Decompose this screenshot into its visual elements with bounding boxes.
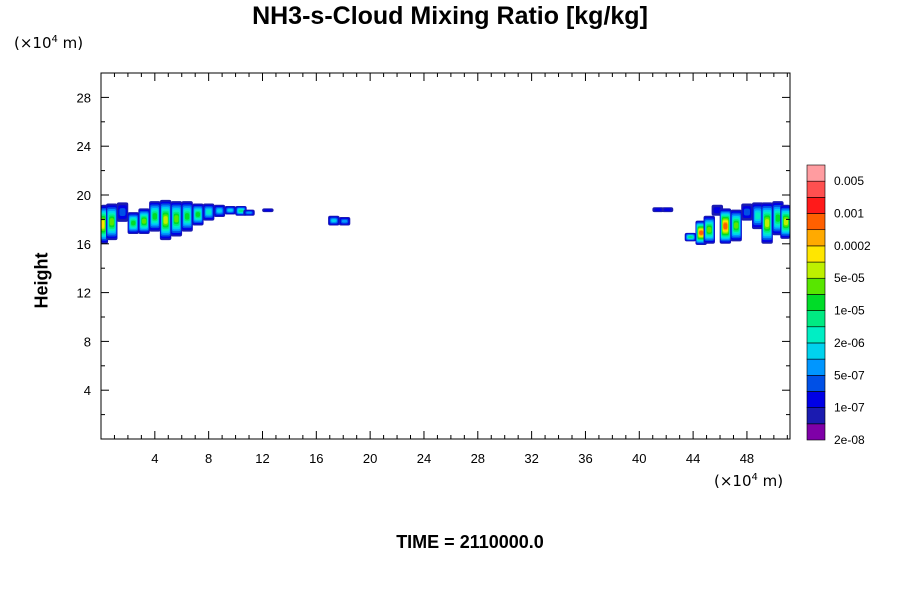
colorbar-swatch — [806, 391, 826, 408]
cloud-cell-15-2 — [264, 209, 272, 212]
y-tick-label: 24 — [77, 139, 91, 154]
cloud-cell-4-9 — [141, 218, 147, 224]
cloud-cell-0-11 — [101, 220, 105, 228]
cloud-cell-30-10 — [783, 218, 789, 226]
x-tick-label: 44 — [686, 451, 700, 466]
cloud-cell-26-3 — [743, 208, 750, 216]
colorbar-swatch — [806, 245, 826, 263]
cloud-cell-1-9 — [109, 218, 114, 226]
colorbar-label: 0.005 — [834, 174, 864, 188]
colorbar-label: 5e-05 — [834, 271, 865, 285]
x-tick-label: 28 — [471, 451, 485, 466]
colorbar-label: 2e-08 — [834, 433, 865, 447]
cloud-cell-3-8 — [131, 220, 136, 226]
cloud-cell-7-9 — [174, 215, 179, 223]
colorbar-swatch — [806, 180, 826, 198]
colorbar-swatch — [806, 374, 826, 392]
colorbar-swatch — [806, 423, 826, 441]
colorbar-swatch — [806, 197, 826, 214]
cloud-cell-28-10 — [765, 219, 770, 228]
cloud-cell-27-6 — [755, 212, 761, 220]
plot-frame — [100, 72, 791, 440]
colorbar-swatch — [806, 326, 826, 344]
cloud-cell-16-5 — [331, 219, 337, 222]
cloud-cell-2-3 — [119, 208, 126, 216]
chart-title: NH3-s-Cloud Mixing Ratio [kg/kg] — [252, 2, 648, 30]
colorbar-swatch — [806, 310, 826, 328]
y-unit-label: (×104 m) — [14, 34, 84, 52]
x-tick-label: 36 — [578, 451, 592, 466]
colorbar-label: 2e-06 — [834, 336, 865, 350]
cloud-cell-18-2 — [654, 208, 662, 211]
cloud-cell-13-7 — [238, 209, 244, 212]
cloud-cell-6-10 — [163, 216, 168, 224]
cloud-cell-21-13 — [699, 230, 704, 235]
cloud-cell-20-7 — [688, 236, 693, 239]
colorbar-swatch — [806, 294, 826, 311]
x-tick-label: 12 — [255, 451, 269, 466]
x-tick-label: 4 — [151, 451, 158, 466]
colorbar-label: 5e-07 — [834, 368, 865, 382]
cloud-cell-9-8 — [195, 212, 201, 217]
colorbar: 0.005 0.001 0.0002 5e-05 1e-05 2e-06 5e-07 1e-0… — [806, 164, 871, 447]
x-unit-label: (×104 m) — [714, 472, 784, 490]
colorbar-swatch — [806, 342, 826, 360]
x-tick-label: 24 — [417, 451, 431, 466]
cloud-cell-22-9 — [707, 226, 712, 233]
cloud-cell-29-8 — [775, 214, 781, 222]
cloud-cell-19-2 — [663, 208, 672, 211]
y-tick-label: 12 — [77, 286, 91, 301]
x-tick-label: 8 — [205, 451, 212, 466]
y-tick-label: 16 — [77, 237, 91, 252]
colorbar-swatch — [806, 358, 826, 376]
cloud-cell-12-5 — [227, 209, 233, 212]
y-tick-label: 4 — [84, 383, 91, 398]
cloud-cell-11-5 — [216, 209, 222, 213]
cloud-cell-8-8 — [184, 213, 190, 220]
colorbar-label: 0.001 — [834, 207, 864, 221]
cloud-cell-17-4 — [341, 219, 348, 223]
x-tick-label: 20 — [363, 451, 377, 466]
cloud-field — [101, 199, 790, 246]
x-tick-label: 40 — [632, 451, 646, 466]
colorbar-label: 1e-07 — [834, 401, 865, 415]
cloud-cell-14-4 — [246, 211, 252, 214]
colorbar-swatch — [806, 407, 826, 425]
x-tick-label: 16 — [309, 451, 323, 466]
cloud-cell-23-2 — [713, 207, 722, 214]
y-tick-label: 8 — [84, 334, 91, 349]
cloud-cell-24-13 — [723, 223, 728, 230]
cloud-cell-25-9 — [734, 222, 739, 229]
x-tick-label: 48 — [740, 451, 754, 466]
colorbar-swatch — [806, 164, 826, 182]
time-label: TIME = 2110000.0 — [396, 532, 544, 552]
colorbar-swatch — [806, 277, 826, 295]
y-tick-label: 28 — [77, 90, 91, 105]
x-tick-label: 32 — [524, 451, 538, 466]
colorbar-swatch — [806, 213, 826, 231]
cloud-cell-10-6 — [206, 209, 212, 215]
cloud-cell-5-8 — [152, 213, 158, 220]
colorbar-swatch — [806, 261, 826, 279]
colorbar-swatch — [806, 229, 826, 247]
colorbar-label: 1e-05 — [834, 304, 865, 318]
colorbar-label: 0.0002 — [834, 239, 871, 253]
y-tick-label: 20 — [77, 188, 91, 203]
